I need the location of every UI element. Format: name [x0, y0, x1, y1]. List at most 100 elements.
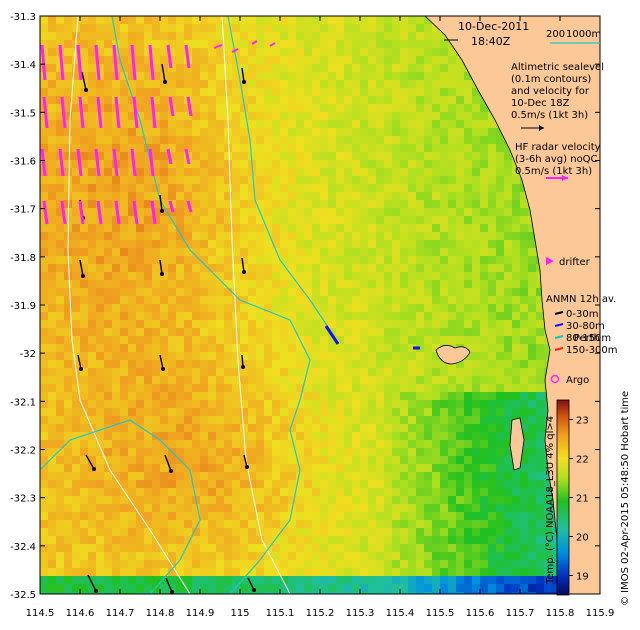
altimetry-arrow-head [169, 469, 173, 473]
radar-arrow [112, 44, 119, 81]
radar-legend-line-1: HF radar velocity [515, 142, 601, 153]
credit-text: © IMOS 02-Apr-2015 05:48:50 Hobart time [620, 391, 631, 606]
x-tick-label: 114.9 [186, 608, 215, 619]
radar-arrow [186, 200, 193, 213]
bathy-legend-1000: 1000m [566, 29, 601, 40]
header-date: 10-Dec-2011 [458, 20, 529, 33]
radar-arrow [130, 44, 137, 81]
radar-arrow [168, 96, 175, 117]
radar-arrow [42, 200, 49, 225]
anmn-mooring-arrow [324, 325, 420, 350]
altimetry-velocity-arrows [77, 63, 256, 594]
altimetry-arrow [241, 354, 244, 368]
altimetry-arrow [241, 67, 245, 83]
argo-legend: Argo [550, 374, 589, 386]
radar-arrow [269, 42, 276, 47]
drifter-legend: drifter [546, 257, 591, 268]
radar-arrow [130, 148, 137, 177]
altimetry-legend-line-5: 0.5m/s (1kt 3h) [511, 110, 588, 121]
radar-arrow [60, 96, 67, 129]
y-tick-label: -31.4 [10, 60, 36, 71]
x-tick-label: 115.5 [426, 608, 455, 619]
bathy-legend-200: 200 [546, 29, 565, 40]
altimetry-arrow [159, 194, 163, 212]
altimetry-legend-line-1: Altimetric sealevel [511, 62, 604, 73]
colorbar-gradient [556, 399, 570, 596]
y-tick-label: -31.3 [10, 12, 36, 23]
radar-arrow [150, 96, 157, 129]
radar-arrow [96, 200, 103, 225]
altimetry-legend-line-2: (0.1m contours) [511, 74, 591, 85]
anmn-legend: ANMN 12h av. 0-30m 30-80m 80-150m 150-30… [546, 294, 618, 356]
altimetry-arrow-head [170, 590, 174, 594]
radar-arrow [78, 200, 85, 225]
altimetry-arrow [159, 354, 164, 370]
radar-arrow [114, 96, 121, 129]
hf-radar-velocity-arrows [40, 40, 276, 225]
x-tick-label: 115.9 [586, 608, 615, 619]
radar-arrow [148, 148, 155, 177]
altimetry-arrow [85, 454, 95, 470]
y-tick-label: -31.8 [10, 253, 36, 264]
radar-legend-line-2: (3-6h avg) noQC [515, 154, 598, 165]
colorbar-title: Temp. (°C) NOAA18_L3U 4% ql>4 [545, 416, 556, 585]
altimetry-arrow [81, 71, 87, 91]
altimetry-legend: Altimetric sealevel (0.1m contours) and … [511, 62, 604, 131]
temperature-colorbar: 23 22 21 20 19 Temp. (°C) NOAA18_L3U 4% ql>4 [545, 399, 589, 596]
radar-arrow [94, 148, 101, 177]
altimetry-arrow [79, 259, 84, 277]
y-tick-label: -32.4 [10, 542, 36, 553]
x-tick-label: 115.4 [386, 608, 415, 619]
altimetry-arrow-head [84, 88, 88, 92]
y-tick-label: -32 [20, 349, 36, 360]
radar-arrow [76, 148, 83, 177]
argo-circle-icon [550, 374, 560, 384]
x-tick-label: 114.7 [106, 608, 135, 619]
radar-arrow [166, 44, 173, 69]
altimetry-arrow-head [94, 589, 98, 593]
perth-label: Perth [574, 333, 600, 344]
y-tick-label: -31.7 [10, 205, 36, 216]
argo-label: Argo [566, 375, 589, 386]
x-tick-label: 114.5 [26, 608, 55, 619]
altimetry-arrow [243, 454, 248, 468]
altimetry-arrow [247, 577, 255, 591]
hf-radar-legend: HF radar velocity (3-6h avg) noQC 0.5m/s… [515, 142, 601, 181]
x-tick-label: 115.3 [346, 608, 375, 619]
anmn-legend-title: ANMN 12h av. [546, 294, 616, 305]
radar-arrow [213, 44, 223, 49]
x-axis: 114.5 114.6 114.7 114.8 114.9 115 115.1 115.2 11… [26, 16, 615, 619]
radar-arrow [132, 200, 139, 225]
radar-arrow [60, 200, 67, 225]
radar-arrow [150, 200, 157, 225]
radar-arrow [148, 44, 155, 81]
altimetry-arrow-head [163, 80, 167, 84]
anmn-item-150-300: 150-300m [566, 345, 618, 356]
radar-arrow [40, 44, 47, 81]
bathymetry-contours [40, 16, 331, 594]
colorbar-tick-label: 23 [576, 416, 589, 427]
header-time: 18:40Z [471, 35, 511, 48]
radar-arrow [96, 96, 103, 129]
altimetry-arrow-head [79, 367, 83, 371]
radar-arrow [251, 40, 258, 45]
radar-arrow [184, 148, 191, 165]
radar-arrow [76, 44, 83, 81]
altimetry-arrow-head [92, 467, 96, 471]
altimetry-arrow-head [242, 270, 246, 274]
altimetry-arrow [241, 257, 245, 273]
altimetry-arrow-head [160, 272, 164, 276]
colorbar-tick-label: 19 [576, 572, 589, 583]
colorbar-tick-label: 22 [576, 455, 589, 466]
radar-arrow [58, 148, 65, 177]
y-tick-label: -32.5 [10, 590, 36, 601]
altimetry-arrow [87, 574, 97, 592]
y-tick-label: -32.2 [10, 446, 36, 457]
altimetry-arrow-head [81, 274, 85, 278]
anmn-item-80-150: 80-150m [566, 333, 611, 344]
radar-arrow [168, 200, 175, 213]
x-tick-label: 114.6 [66, 608, 95, 619]
anmn-item-30-80: 30-80m [566, 321, 605, 332]
radar-arrow [42, 96, 49, 129]
